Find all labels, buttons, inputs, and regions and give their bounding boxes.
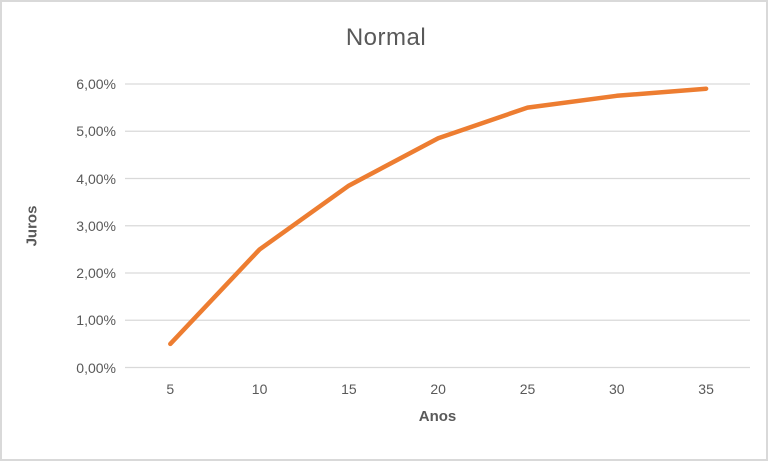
gridlines <box>125 83 750 369</box>
x-tick-label: 15 <box>341 381 357 397</box>
series-line <box>168 86 709 347</box>
y-tick-label: 0,00% <box>76 359 116 376</box>
x-tick-label: 35 <box>698 381 714 397</box>
y-tick-label: 3,00% <box>76 217 116 234</box>
y-tick-label: 6,00% <box>76 76 116 92</box>
y-tick-label: 1,00% <box>76 312 116 329</box>
x-axis-title: Anos <box>418 408 457 425</box>
y-tick-label: 5,00% <box>76 123 116 140</box>
x-tick-label: 5 <box>166 381 175 397</box>
x-tick-label: 25 <box>519 381 536 397</box>
y-tick-label: 2,00% <box>76 265 116 281</box>
y-tick-label: 4,00% <box>76 170 116 187</box>
x-tick-label: 10 <box>251 381 268 397</box>
x-tick-label: 30 <box>609 381 625 397</box>
chart-title: Normal <box>345 24 427 51</box>
y-axis-title: Juros <box>23 205 41 247</box>
series-polyline <box>168 86 709 347</box>
x-tick-label: 20 <box>430 381 446 397</box>
